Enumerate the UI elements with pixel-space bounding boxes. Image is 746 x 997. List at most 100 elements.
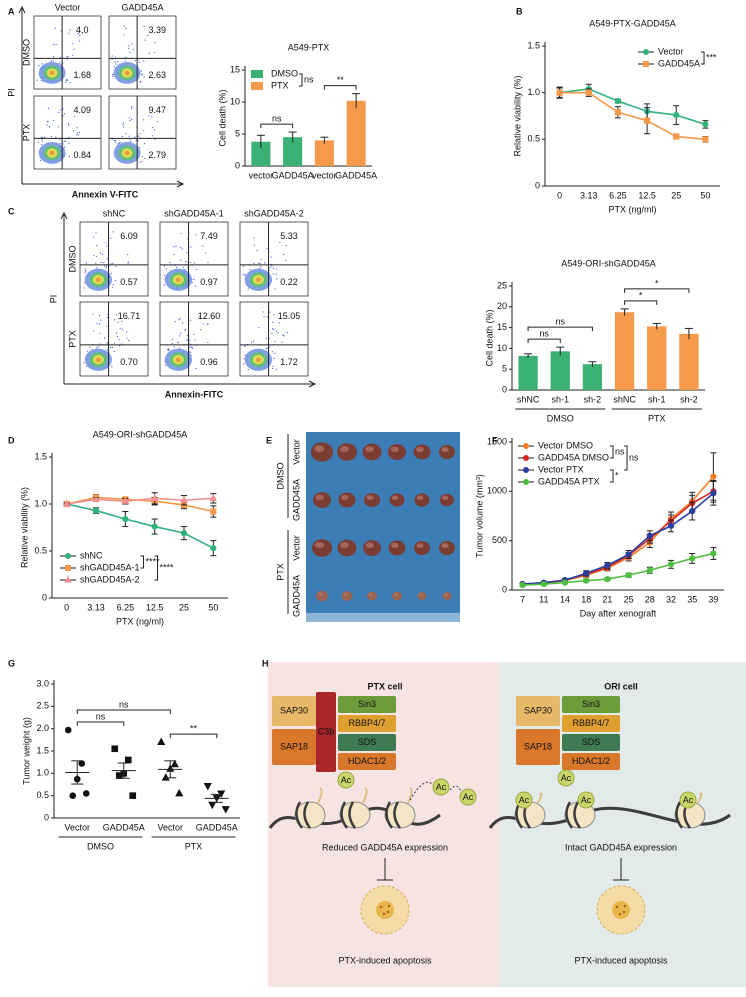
- event-dot: [81, 111, 84, 114]
- data-point: [210, 508, 217, 515]
- x-tick-label: 3.13: [87, 602, 105, 612]
- event-dot: [207, 323, 209, 325]
- y-tick-label: 1.0: [36, 768, 49, 778]
- photo-row-label: Vector: [291, 439, 301, 465]
- event-dot: [165, 268, 167, 270]
- event-dot: [258, 326, 260, 329]
- event-dot: [126, 331, 128, 333]
- acetyl-label: Ac: [581, 795, 592, 805]
- event-dot: [97, 346, 99, 348]
- x-tick-label: 0: [557, 190, 562, 200]
- data-point: [157, 737, 166, 745]
- event-dot: [191, 281, 193, 284]
- event-dot: [186, 251, 188, 254]
- acetyl-mark: [515, 791, 533, 809]
- event-dot: [189, 319, 192, 321]
- event-dot: [154, 42, 156, 44]
- data-point: [208, 801, 217, 810]
- event-dot: [275, 273, 277, 275]
- event-dot: [79, 29, 81, 31]
- event-dot: [141, 155, 144, 158]
- data-point: [150, 494, 159, 502]
- axis-label: Annexin-FITC: [165, 389, 224, 399]
- chart-title: A549-ORI-shGADD45A: [561, 258, 656, 268]
- event-dot: [276, 268, 278, 270]
- tumor: [414, 540, 430, 556]
- event-dot: [107, 341, 109, 344]
- significance-bracket: [323, 85, 357, 90]
- event-dot: [117, 142, 119, 144]
- significance-label: *: [615, 470, 619, 480]
- event-dot: [195, 234, 197, 236]
- event-dot: [93, 254, 95, 256]
- significance-label: ****: [160, 562, 175, 572]
- event-dot: [194, 339, 196, 341]
- event-dot: [98, 315, 101, 317]
- bar: [582, 364, 603, 390]
- tumor-highlight: [314, 445, 325, 453]
- y-tick-label: 20: [497, 301, 507, 311]
- column-header: GADD45A: [121, 2, 163, 12]
- group-label: DMSO: [547, 413, 574, 423]
- significance-label: **: [190, 723, 198, 733]
- y-axis-label: Cell death (%): [217, 89, 227, 146]
- chromatin-dot: [622, 910, 626, 914]
- event-dot: [275, 330, 278, 333]
- significance-label: ns: [629, 452, 639, 462]
- x-tick-label: shNC: [517, 394, 540, 404]
- event-dot: [244, 354, 246, 356]
- bar: [679, 333, 699, 390]
- data-point: [561, 579, 569, 586]
- acetyl-label: Ac: [561, 773, 572, 783]
- significance-bracket: [624, 288, 690, 293]
- event-dot: [68, 32, 70, 35]
- event-dot: [152, 126, 154, 129]
- panel-label: E: [266, 435, 272, 445]
- event-dot: [41, 143, 43, 146]
- y-tick-label: 1.5: [527, 40, 540, 50]
- event-dot: [54, 27, 56, 29]
- tumor: [367, 591, 377, 601]
- x-tick-label: GADD45A: [272, 170, 314, 180]
- event-dot: [119, 327, 121, 329]
- data-point: [175, 788, 184, 797]
- event-dot: [273, 357, 275, 359]
- data-point: [643, 117, 651, 124]
- event-dot: [83, 287, 85, 289]
- event-dot: [277, 332, 279, 334]
- event-dot: [144, 157, 146, 160]
- data-point: [170, 759, 179, 768]
- event-dot: [110, 346, 112, 349]
- panel-label: F: [492, 435, 498, 445]
- event-dot: [59, 142, 61, 145]
- event-dot: [275, 368, 278, 370]
- event-dot: [177, 341, 179, 343]
- event-dot: [99, 252, 102, 254]
- acetyl-mark: [459, 788, 477, 806]
- event-dot: [184, 268, 186, 271]
- dna-wrap: [565, 801, 582, 829]
- panel-label: B: [516, 6, 523, 16]
- y-tick-label: 500: [492, 535, 507, 545]
- event-dot: [125, 56, 127, 59]
- event-dot: [279, 241, 281, 244]
- event-dot: [202, 245, 204, 247]
- data-point: [121, 496, 130, 504]
- event-dot: [113, 319, 116, 321]
- protein-label: HDAC1/2: [348, 756, 386, 766]
- event-dot: [140, 70, 142, 72]
- event-dot: [253, 244, 255, 246]
- x-tick-label: Vector: [157, 822, 183, 832]
- event-dot: [156, 121, 158, 123]
- protein-label: C3b: [318, 726, 335, 736]
- protein-label: SAP18: [524, 741, 552, 751]
- event-dot: [118, 339, 120, 341]
- protein-box: [338, 696, 396, 713]
- legend-swatch: [251, 82, 263, 90]
- protein-label: HDAC1/2: [572, 756, 610, 766]
- data-point: [614, 97, 622, 105]
- event-dot: [66, 78, 68, 81]
- legend-marker: [523, 455, 529, 461]
- event-dot: [185, 260, 187, 263]
- event-dot: [143, 25, 145, 27]
